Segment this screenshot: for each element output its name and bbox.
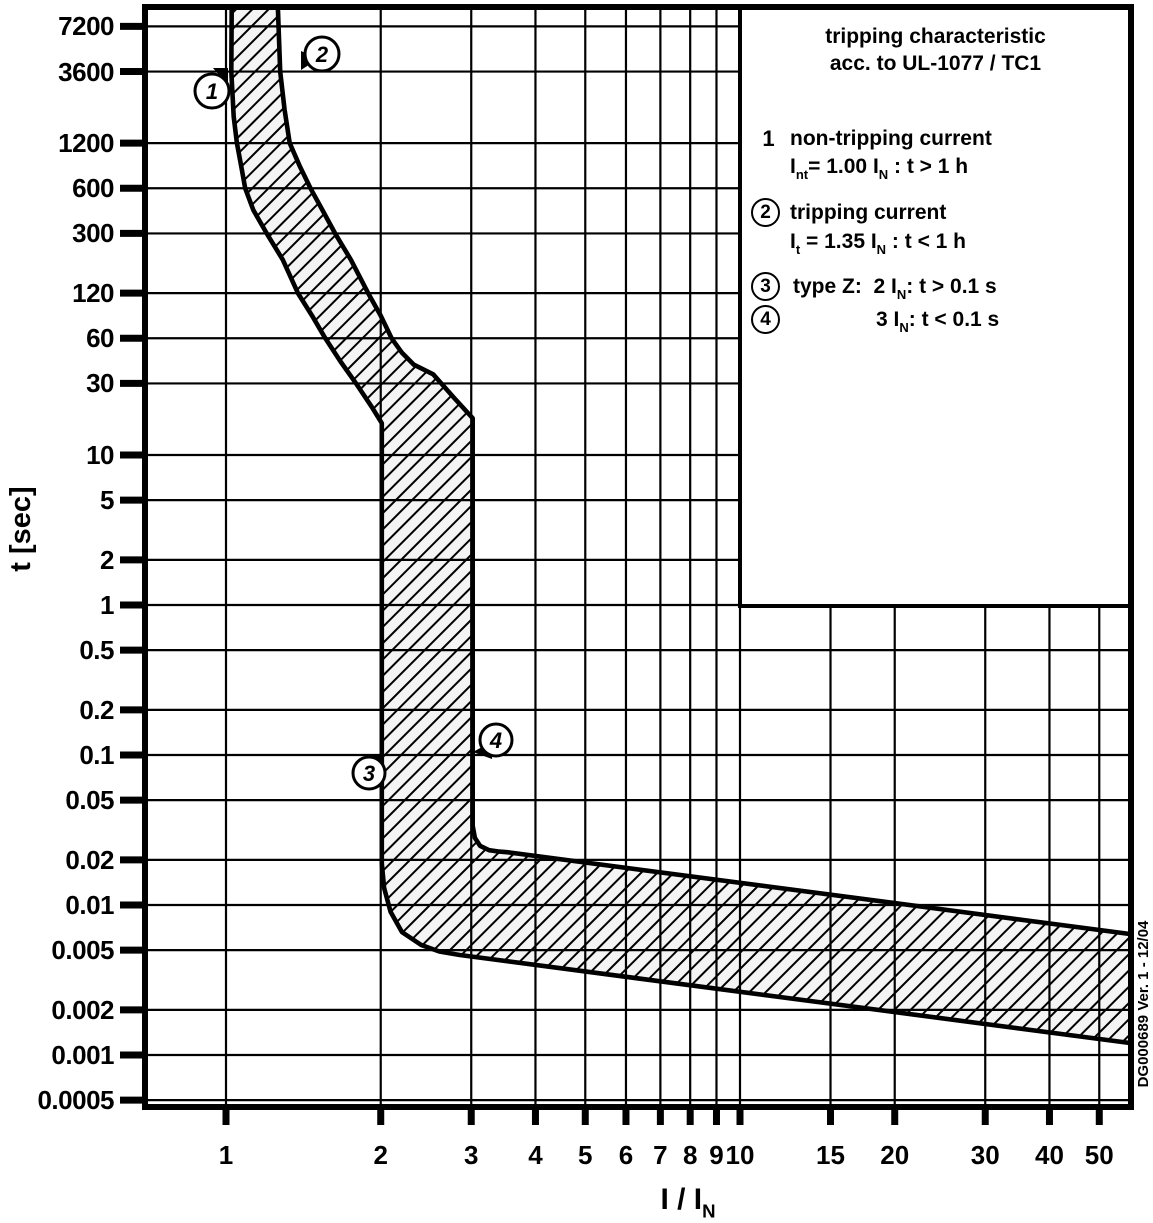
x-tick-label-40: 40 <box>1034 1140 1064 1170</box>
y-tick-label-0.005: 0.005 <box>51 935 114 966</box>
legend-marker-2: 2 <box>751 198 780 227</box>
legend-title-line1: tripping characteristic <box>825 25 1046 48</box>
legend-item-2-formula: It = 1.35 IN : t < 1 h <box>790 230 967 257</box>
x-tick-label-9: 9 <box>709 1140 724 1170</box>
axis-ticks <box>120 22 1103 1125</box>
hatched-band <box>231 8 1131 1044</box>
y-tick-label-0.001: 0.001 <box>51 1040 114 1070</box>
y-tick-label-120: 120 <box>72 278 114 309</box>
y-tick-label-10: 10 <box>86 440 114 470</box>
annotation-circle-1 <box>193 72 231 110</box>
x-tick-label-7: 7 <box>653 1140 668 1170</box>
x-tick-label-3: 3 <box>464 1140 479 1170</box>
y-tick-label-7200: 7200 <box>58 11 114 42</box>
boundary-curve-2 <box>275 8 1132 937</box>
y-tick-label-600: 600 <box>72 173 114 204</box>
legend: tripping characteristic acc. to UL-1077 … <box>740 7 1131 606</box>
legend-item-2-label: tripping current <box>790 201 947 224</box>
y-tick-label-0.2: 0.2 <box>79 694 114 725</box>
annotation-circle-4 <box>478 722 514 758</box>
legend-item-1-label: non-tripping current <box>790 127 992 150</box>
y-tick-label-0.01: 0.01 <box>65 890 114 920</box>
y-tick-label-0.05: 0.05 <box>65 785 114 816</box>
y-tick-label-0.002: 0.002 <box>51 994 114 1025</box>
x-tick-label-15: 15 <box>816 1140 845 1170</box>
y-tick-label-0.5: 0.5 <box>79 635 114 666</box>
y-tick-label-3600: 3600 <box>58 56 114 87</box>
x-tick-label-5: 5 <box>578 1140 593 1170</box>
x-tick-label-6: 6 <box>618 1140 634 1170</box>
y-tick-label-5: 5 <box>100 485 114 516</box>
y-tick-label-0.02: 0.02 <box>65 844 114 875</box>
legend-box-background <box>740 7 1131 606</box>
x-axis-title: I / IN <box>660 1183 716 1222</box>
legend-item-1-formula: Int= 1.00 IN : t > 1 h <box>790 155 969 182</box>
legend-marker-1: 1 <box>762 126 775 151</box>
annotation-label-3: 3 <box>363 761 375 786</box>
legend-item-3-label: type Z: 2 IN: t > 0.1 s <box>793 275 997 302</box>
y-tick-label-60: 60 <box>86 323 114 354</box>
y-tick-label-1200: 1200 <box>58 128 114 159</box>
legend-marker-4: 4 <box>751 305 780 334</box>
legend-title-line2: acc. to UL-1077 / TC1 <box>829 52 1042 75</box>
y-tick-label-0.1: 0.1 <box>79 740 114 770</box>
x-tick-label-10: 10 <box>725 1140 755 1170</box>
x-tick-label-30: 30 <box>970 1140 1000 1170</box>
legend-box-frame <box>738 7 1131 608</box>
x-tick-label-8: 8 <box>682 1140 698 1170</box>
x-tick-label-1: 1 <box>218 1140 234 1170</box>
x-tick-label-50: 50 <box>1084 1140 1114 1170</box>
x-tick-label-4: 4 <box>528 1140 543 1170</box>
annotation-label-2: 2 <box>315 42 329 67</box>
legend-title: tripping characteristic acc. to UL-1077 … <box>740 23 1131 77</box>
x-tick-label-2: 2 <box>373 1140 388 1170</box>
y-tick-label-1: 1 <box>100 590 114 620</box>
y-tick-label-300: 300 <box>72 218 114 249</box>
legend-item-4-label: 3 IN: t < 0.1 s <box>876 308 1000 335</box>
boundary-curve-1 <box>229 8 1132 1046</box>
y-tick-label-30: 30 <box>86 368 114 399</box>
y-tick-label-2: 2 <box>100 544 114 575</box>
annotation-label-4: 4 <box>489 728 502 753</box>
x-tick-label-20: 20 <box>880 1140 910 1170</box>
annotation-label-1: 1 <box>206 79 218 104</box>
annotation-circle-3 <box>351 755 387 791</box>
y-tick-label-0.0005: 0.0005 <box>37 1085 114 1116</box>
chart-annotations: 1 2 3 4 <box>193 35 514 791</box>
tripping-band <box>229 8 1132 1046</box>
legend-marker-3: 3 <box>751 272 780 301</box>
annotation-circle-2 <box>303 35 341 73</box>
document-number-note: DG000689 Ver. 1 - 12/04 <box>1135 920 1152 1088</box>
